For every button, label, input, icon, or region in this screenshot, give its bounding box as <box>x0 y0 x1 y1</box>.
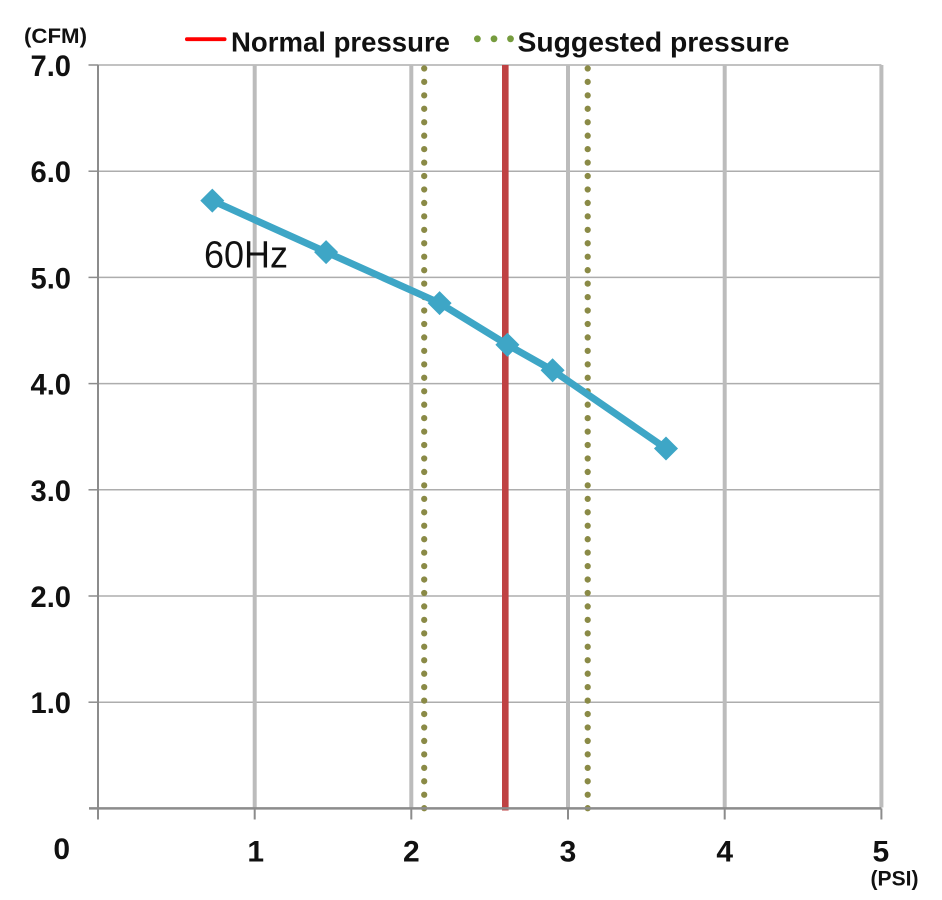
svg-text:6.0: 6.0 <box>31 156 72 189</box>
svg-text:5.0: 5.0 <box>31 262 72 295</box>
svg-text:(CFM): (CFM) <box>24 25 87 48</box>
svg-text:4.0: 4.0 <box>31 369 72 402</box>
svg-text:0: 0 <box>53 833 70 866</box>
svg-text:Normal pressure: Normal pressure <box>231 27 450 58</box>
svg-text:1: 1 <box>247 836 264 869</box>
svg-text:7.0: 7.0 <box>31 50 72 83</box>
svg-text:60Hz: 60Hz <box>204 235 288 277</box>
svg-text:3: 3 <box>560 836 577 869</box>
svg-text:4: 4 <box>716 836 733 869</box>
svg-text:1.0: 1.0 <box>31 687 72 720</box>
svg-text:2: 2 <box>403 836 420 869</box>
svg-text:Suggested pressure: Suggested pressure <box>518 27 790 58</box>
svg-text:5: 5 <box>872 836 889 869</box>
svg-text:3.0: 3.0 <box>31 475 72 508</box>
svg-text:(PSI): (PSI) <box>871 867 919 891</box>
svg-text:2.0: 2.0 <box>31 581 72 614</box>
